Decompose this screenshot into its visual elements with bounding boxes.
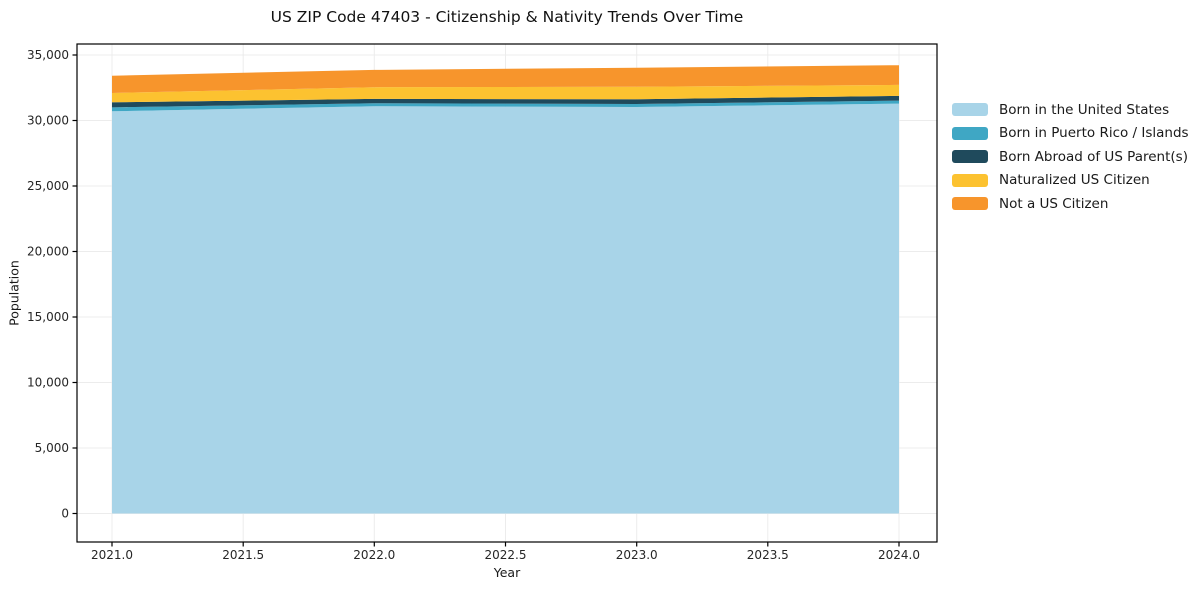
chart-title: US ZIP Code 47403 - Citizenship & Nativi…	[270, 8, 744, 26]
legend-swatch-not-a-us-citizen	[952, 197, 988, 210]
svg-text:2021.0: 2021.0	[91, 548, 133, 562]
svg-text:15,000: 15,000	[27, 310, 69, 324]
legend-label: Born in Puerto Rico / Islands	[999, 125, 1189, 141]
legend-item-naturalized-us-citizen: Naturalized US Citizen	[952, 172, 1189, 188]
svg-text:35,000: 35,000	[27, 48, 69, 62]
legend-swatch-born-abroad-of-us-parent-s	[952, 150, 988, 163]
legend-swatch-naturalized-us-citizen	[952, 173, 988, 187]
legend-item-born-in-puerto-rico-islands: Born in Puerto Rico / Islands	[952, 125, 1189, 141]
area-born-in-the-united-states	[112, 103, 899, 514]
legend-label: Not a US Citizen	[999, 195, 1109, 212]
svg-text:2023.0: 2023.0	[616, 548, 658, 562]
svg-text:2021.5: 2021.5	[222, 548, 264, 562]
x-tick-labels: 2021.0 2021.5 2022.0 2022.5 2023.0 2023.5 2024…	[91, 548, 920, 562]
x-axis-label: Year	[493, 565, 521, 580]
y-tick-labels: 0 5,000 10,000 15,000 20,000 25,000 30,000 35,0…	[27, 48, 69, 521]
svg-text:30,000: 30,000	[27, 114, 69, 128]
legend: Born in the United States Born in Puerto …	[952, 101, 1189, 221]
svg-text:2023.5: 2023.5	[747, 548, 789, 562]
legend-item-not-a-us-citizen: Not a US Citizen	[952, 195, 1189, 212]
x-ticks	[111, 542, 900, 547]
legend-item-born-abroad-of-us-parent-s: Born Abroad of US Parent(s)	[952, 148, 1189, 165]
plot-border	[76, 43, 938, 543]
svg-text:10,000: 10,000	[27, 376, 69, 390]
svg-text:2024.0: 2024.0	[878, 548, 920, 562]
svg-text:5,000: 5,000	[35, 441, 69, 455]
svg-text:0: 0	[61, 507, 69, 521]
svg-text:2022.5: 2022.5	[485, 548, 527, 562]
legend-swatch-born-in-the-united-states	[952, 103, 988, 116]
area-naturalized-us-citizen	[112, 84, 899, 103]
legend-label: Naturalized US Citizen	[999, 172, 1150, 188]
area-born-in-puerto-rico-islands	[112, 100, 899, 112]
svg-text:20,000: 20,000	[27, 245, 69, 259]
legend-item-born-in-the-united-states: Born in the United States	[952, 101, 1189, 118]
y-ticks	[72, 54, 77, 515]
legend-swatch-born-in-puerto-rico-islands	[952, 126, 988, 140]
svg-text:25,000: 25,000	[27, 179, 69, 193]
legend-label: Born Abroad of US Parent(s)	[999, 148, 1188, 165]
area-born-abroad-of-us-parent-s	[112, 95, 899, 108]
svg-text:2022.0: 2022.0	[353, 548, 395, 562]
area-not-a-us-citizen	[112, 65, 899, 93]
legend-label: Born in the United States	[999, 101, 1170, 118]
